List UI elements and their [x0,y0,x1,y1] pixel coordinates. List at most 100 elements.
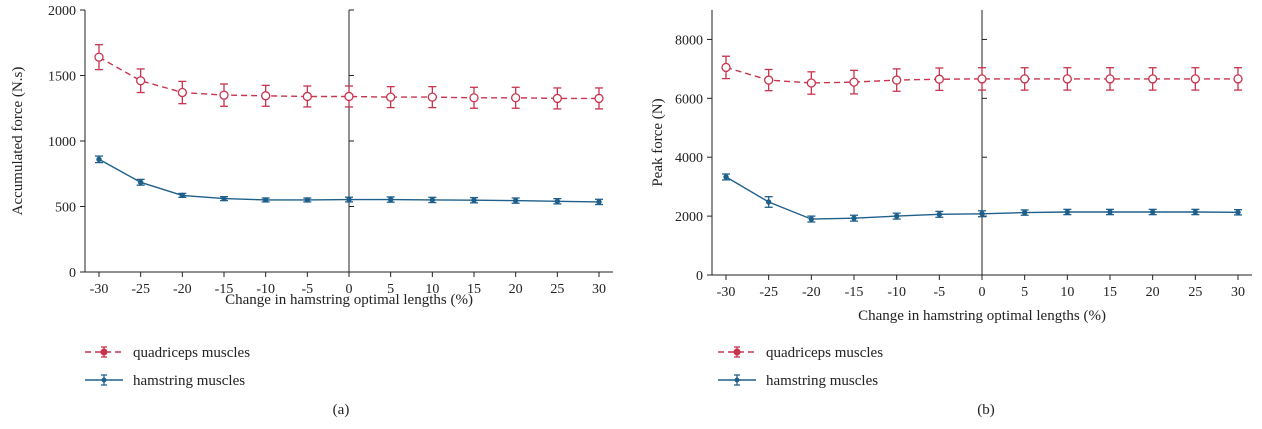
x-tick-label: -25 [131,282,150,297]
data-point [977,74,987,84]
legend-label: hamstring muscles [133,373,245,389]
data-point [1064,209,1071,215]
data-point [893,213,900,219]
data-point [594,93,604,104]
series-quadriceps-muscles [94,44,604,110]
data-point [1020,74,1030,84]
x-axis-title: Change in hamstring optimal lengths (%) [858,308,1106,324]
x-tick-label: -5 [301,282,313,297]
data-point [1235,209,1241,215]
legend-entry: quadriceps muscles [718,345,883,361]
data-point [1148,74,1158,84]
x-tick-label: -15 [215,282,234,297]
panel-label: (a) [333,402,350,418]
data-point [511,93,521,103]
chart-panel-0: 0 500 1000 1500 2000 -30 -25 -20 -15 -10 -5 0 5 10 15 2… [10,4,613,418]
data-point [512,197,519,204]
x-tick-label: 0 [346,282,353,297]
y-tick-label: 2000 [675,210,703,225]
chart-panel-1: 0 2000 4000 6000 8000 -30 -25 -20 -15 -10 -5 0 5 10 15… [650,10,1252,418]
data-point [892,75,902,85]
data-point [721,62,731,73]
y-tick-label: 1000 [48,135,76,150]
x-tick-label: -30 [90,282,109,297]
x-tick-label: 15 [467,282,481,297]
data-point [1062,74,1072,84]
legend-label: quadriceps muscles [766,345,883,361]
data-point [934,74,944,84]
x-tick-label: 30 [1231,285,1245,300]
y-tick-label: 0 [696,269,703,284]
data-point [851,215,857,221]
data-point [1105,74,1115,84]
data-point [261,91,271,101]
legend-marker [733,348,741,356]
x-tick-label: 20 [509,282,523,297]
data-point [429,197,436,203]
y-tick-label: 8000 [675,33,703,48]
x-tick-label: 30 [592,282,606,297]
data-point [219,90,229,100]
legend-marker [734,377,740,383]
legend-marker [100,348,108,356]
legend-entry: hamstring muscles [85,373,245,389]
y-tick-label: 6000 [675,92,703,107]
data-point [469,93,479,103]
data-point [302,91,312,102]
x-tick-label: -25 [759,285,778,300]
legend-marker [101,377,107,383]
data-point [177,87,187,98]
y-axis-title: Accumulated force (N.s) [10,67,26,216]
data-point [427,92,437,102]
data-point [849,77,859,87]
data-point [936,211,943,218]
data-point [1190,74,1200,84]
data-point [554,198,561,204]
data-point [1233,74,1243,84]
x-tick-label: -20 [802,285,821,300]
data-point [179,192,186,199]
x-tick-label: 0 [979,285,986,300]
data-point [723,174,729,180]
x-tick-label: -10 [256,282,275,297]
series-hamstring-muscles [722,173,1242,223]
data-point [596,199,602,205]
x-tick-label: 5 [1021,285,1028,300]
series-hamstring-muscles [95,155,603,206]
x-tick-label: -20 [173,282,192,297]
x-tick-label: 20 [1146,285,1160,300]
data-point [346,196,352,203]
y-tick-label: 500 [55,201,76,216]
data-point [764,75,774,85]
y-tick-label: 1500 [48,70,76,85]
y-tick-label: 2000 [48,4,76,19]
x-tick-label: 15 [1103,285,1117,300]
data-point [979,211,985,217]
data-point [1021,209,1028,216]
data-point [136,76,146,86]
panel-label: (b) [977,402,995,418]
data-point [262,197,269,203]
x-tick-label: 10 [425,282,439,297]
data-point [304,197,311,203]
data-point [344,91,354,102]
data-point [808,216,815,222]
y-axis-title: Peak force (N) [650,98,666,186]
data-point [1149,209,1156,215]
x-tick-label: -30 [717,285,736,300]
data-point [96,156,102,163]
legend-label: quadriceps muscles [133,345,250,361]
y-tick-label: 4000 [675,151,703,166]
y-tick-label: 0 [69,266,76,281]
data-point [552,93,562,104]
data-point [765,199,772,205]
x-tick-label: 5 [387,282,394,297]
legend-label: hamstring muscles [766,373,878,389]
data-point [386,92,396,102]
data-point [806,78,816,88]
x-tick-label: 10 [1060,285,1074,300]
x-tick-label: 25 [550,282,564,297]
x-tick-label: 25 [1188,285,1202,300]
data-point [137,179,144,185]
x-tick-label: -5 [933,285,945,300]
